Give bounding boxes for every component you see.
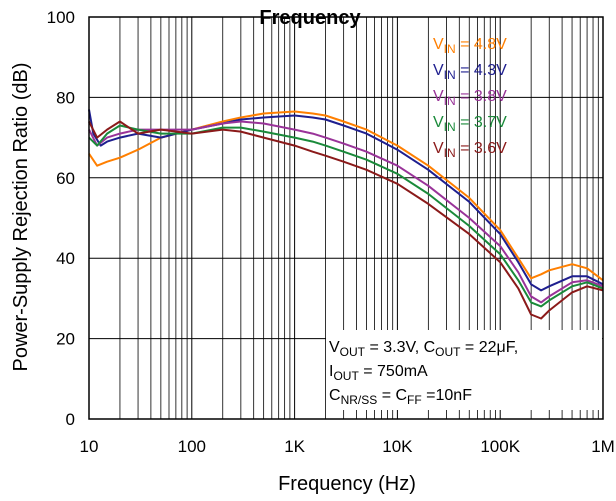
legend: VIN = 4.8V VIN = 4.3V VIN = 3.8V VIN = 3.7V… — [433, 36, 507, 160]
y-tick-label: 60 — [56, 169, 75, 188]
x-tick-label: 100 — [178, 437, 206, 456]
legend-entry: VIN = 3.6V — [433, 140, 507, 160]
annotation-line: CNR/SS = CFF =10nF — [329, 387, 472, 407]
y-tick-label: 80 — [56, 88, 75, 107]
annotation-line: IOUT = 750mA — [329, 363, 428, 383]
legend-entry: VIN = 3.8V — [433, 88, 507, 108]
series-line — [88, 110, 604, 282]
series-line — [88, 109, 604, 292]
x-tick-label: 1M — [591, 437, 615, 456]
annotation-box — [326, 330, 602, 410]
x-tick-label: 100K — [480, 437, 520, 456]
x-tick-label: 10K — [382, 437, 413, 456]
x-tick-label: 10 — [80, 437, 99, 456]
y-tick-label: 0 — [66, 410, 75, 429]
y-axis-label: Power-Supply Rejection Ratio (dB) — [10, 62, 32, 371]
legend-entry: VIN = 4.8V — [433, 36, 507, 56]
annotation: VOUT = 3.3V, COUT = 22μF, IOUT = 750mA CNR… — [329, 339, 518, 407]
legend-entry: VIN = 3.7V — [433, 114, 507, 134]
y-tick-label: 100 — [47, 8, 75, 27]
series-lines — [88, 109, 604, 320]
plot-frame — [88, 16, 604, 420]
tick-labels: 10 100 1K 10K 100K 1M 0 20 40 60 80 100 — [47, 8, 615, 456]
y-tick-label: 20 — [56, 330, 75, 349]
x-tick-label: 1K — [284, 437, 305, 456]
annotation-line: VOUT = 3.3V, COUT = 22μF, — [329, 339, 518, 359]
legend-entry: VIN = 4.3V — [433, 62, 507, 82]
series-line — [88, 120, 604, 320]
series-line — [88, 124, 604, 308]
y-tick-label: 40 — [56, 249, 75, 268]
chart-title: Frequency — [259, 7, 361, 29]
x-axis-label: Frequency (Hz) — [278, 473, 416, 495]
